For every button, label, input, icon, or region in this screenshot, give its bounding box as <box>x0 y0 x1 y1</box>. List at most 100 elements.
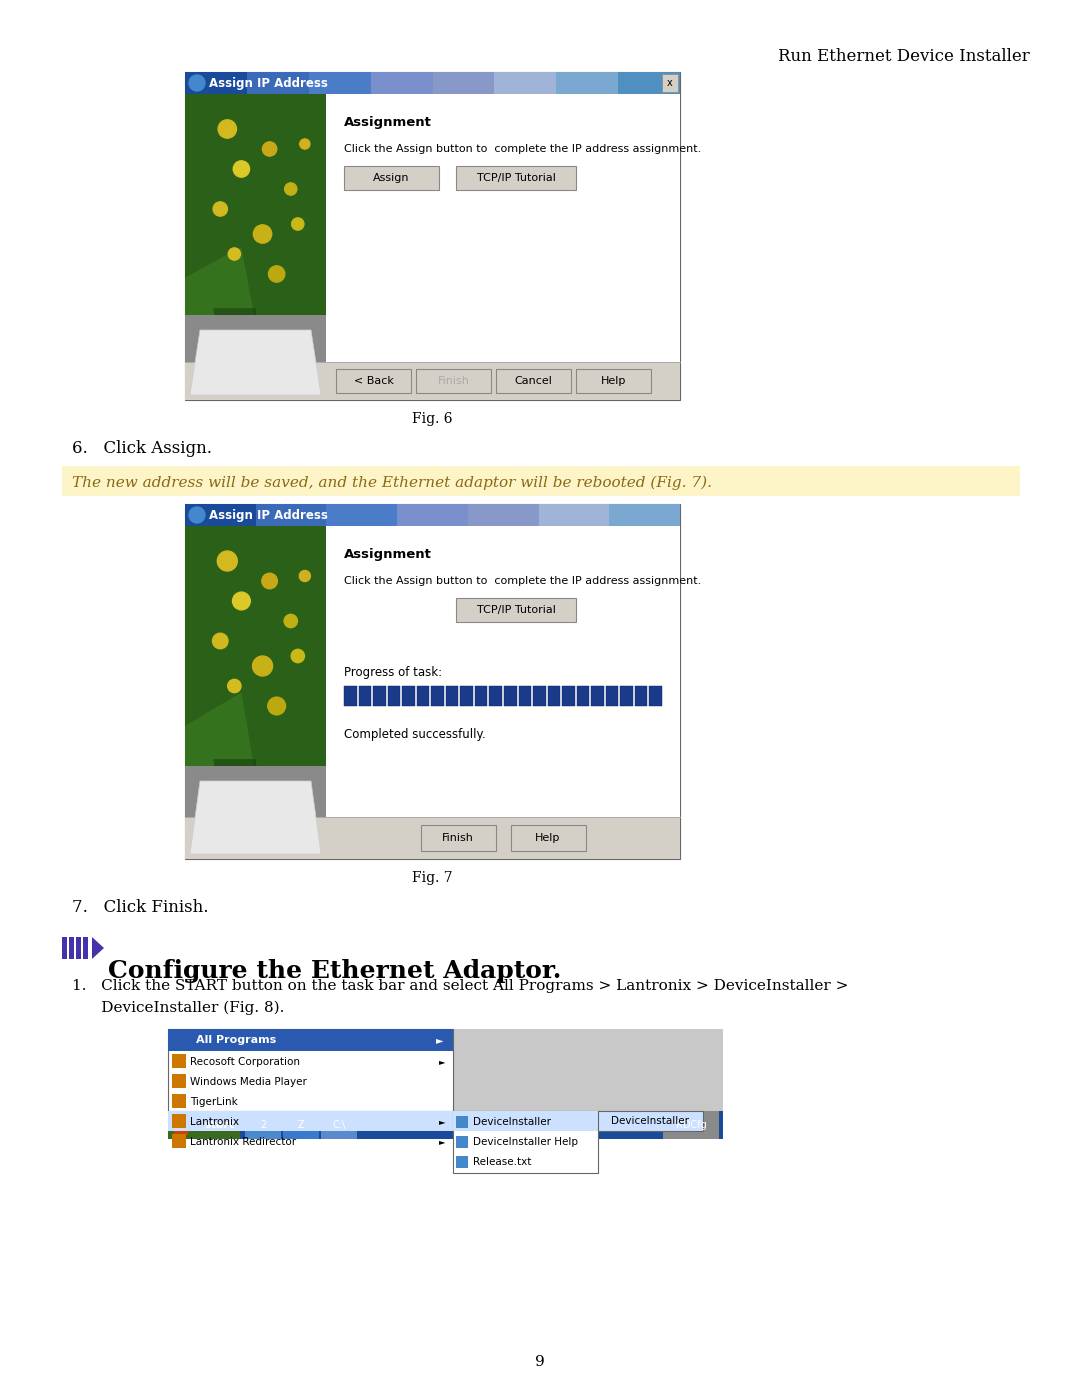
Bar <box>635 686 647 705</box>
Bar <box>185 362 680 400</box>
Text: Lantronix Redirector: Lantronix Redirector <box>190 1137 296 1147</box>
Polygon shape <box>190 330 321 395</box>
Text: TCP/IP Tutorial: TCP/IP Tutorial <box>476 173 555 183</box>
Text: DeviceInstaller: DeviceInstaller <box>473 1118 551 1127</box>
Bar <box>172 1094 186 1108</box>
Bar <box>663 1111 719 1139</box>
Bar <box>185 94 326 400</box>
Text: Lantronix: Lantronix <box>190 1118 239 1127</box>
Bar <box>168 1030 723 1139</box>
Text: Configure the Ethernet Adaptor.: Configure the Ethernet Adaptor. <box>108 958 562 983</box>
Bar <box>326 94 680 362</box>
Bar <box>336 369 411 393</box>
Text: The new address will be saved, and the Ethernet adaptor will be rebooted (Fig. 7: The new address will be saved, and the E… <box>72 476 712 490</box>
Circle shape <box>299 570 310 581</box>
Bar <box>453 1111 598 1173</box>
Text: TCP/IP Tutorial: TCP/IP Tutorial <box>476 605 555 615</box>
Text: 2: 2 <box>260 1120 266 1130</box>
Bar <box>185 314 326 400</box>
Text: Windows Media Player: Windows Media Player <box>190 1077 307 1087</box>
Polygon shape <box>205 787 306 849</box>
Text: Assign IP Address: Assign IP Address <box>210 509 328 521</box>
Bar <box>402 686 415 705</box>
Text: C:\: C:\ <box>333 1120 346 1130</box>
Bar <box>475 686 487 705</box>
Bar <box>62 937 67 958</box>
Bar <box>172 1074 186 1088</box>
Circle shape <box>213 201 228 217</box>
Bar <box>556 73 618 94</box>
Text: DeviceInstaller: DeviceInstaller <box>611 1116 689 1126</box>
Text: Run Ethernet Device Installer: Run Ethernet Device Installer <box>779 47 1030 66</box>
Bar <box>345 166 438 190</box>
Bar <box>539 504 609 527</box>
Bar <box>76 937 81 958</box>
Circle shape <box>228 679 241 693</box>
Bar <box>69 937 75 958</box>
Bar <box>326 504 397 527</box>
Bar <box>168 1111 723 1139</box>
Bar <box>446 686 458 705</box>
Bar <box>460 686 473 705</box>
Polygon shape <box>205 335 306 390</box>
Text: Finish: Finish <box>442 833 474 842</box>
Circle shape <box>262 142 276 156</box>
Bar <box>620 686 633 705</box>
Bar <box>432 73 495 94</box>
Bar <box>345 686 356 705</box>
Bar <box>172 1053 186 1067</box>
Bar <box>534 686 545 705</box>
Circle shape <box>284 615 297 627</box>
Bar <box>174 1120 188 1134</box>
Text: Help: Help <box>600 376 626 386</box>
Bar <box>283 1111 319 1139</box>
Bar <box>609 504 680 527</box>
Circle shape <box>269 265 285 282</box>
Bar <box>518 686 531 705</box>
Bar <box>576 369 651 393</box>
Bar <box>468 504 539 527</box>
Text: All Programs: All Programs <box>195 1035 276 1045</box>
Bar <box>172 1134 186 1148</box>
Circle shape <box>218 120 237 138</box>
Bar <box>185 504 256 527</box>
Bar <box>453 1111 598 1132</box>
Text: 7.   Click Finish.: 7. Click Finish. <box>72 900 208 916</box>
Bar <box>62 467 1020 496</box>
Text: start: start <box>204 1120 234 1130</box>
Bar <box>456 166 576 190</box>
Bar <box>185 73 247 94</box>
Bar <box>185 527 326 859</box>
Bar <box>397 504 468 527</box>
Bar <box>83 937 87 958</box>
Polygon shape <box>213 759 270 859</box>
Bar <box>420 826 496 851</box>
Polygon shape <box>190 781 321 854</box>
Bar <box>370 73 432 94</box>
Bar <box>326 527 680 817</box>
Circle shape <box>232 592 251 610</box>
Bar <box>416 369 491 393</box>
Text: Cancel: Cancel <box>514 376 553 386</box>
Circle shape <box>300 138 310 149</box>
Circle shape <box>285 183 297 196</box>
Polygon shape <box>185 247 270 400</box>
Polygon shape <box>185 693 270 859</box>
Bar <box>185 504 680 859</box>
Text: 1.   Click the START button on the task bar and select All Programs > Lantronix : 1. Click the START button on the task ba… <box>72 979 849 993</box>
Bar <box>662 74 678 92</box>
Bar <box>388 686 401 705</box>
Bar <box>548 686 561 705</box>
Circle shape <box>292 218 303 231</box>
Bar <box>431 686 444 705</box>
Circle shape <box>228 247 241 260</box>
Bar <box>456 1136 468 1148</box>
Bar <box>168 1111 453 1132</box>
Bar <box>456 598 576 622</box>
Text: < Back: < Back <box>353 376 393 386</box>
Text: ►: ► <box>435 1035 443 1045</box>
Circle shape <box>217 550 238 571</box>
Bar <box>495 73 556 94</box>
Bar <box>373 686 386 705</box>
Text: TigerLink: TigerLink <box>190 1097 238 1106</box>
